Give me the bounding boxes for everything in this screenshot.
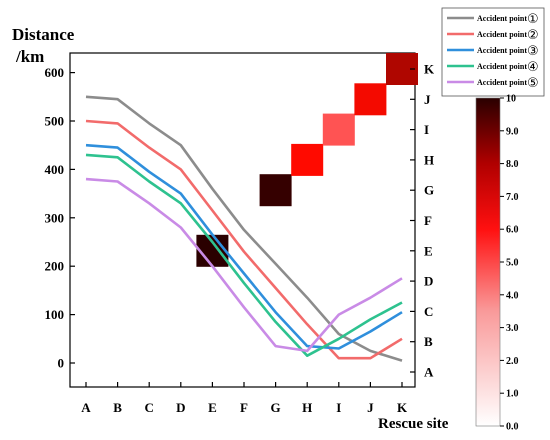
- y-tick-label-0: 0: [58, 356, 65, 371]
- right-tick-label-J: J: [424, 92, 431, 107]
- right-tick-label-G: G: [424, 183, 434, 198]
- legend-label-2: Accident point: [477, 30, 527, 39]
- y-axis-label-line1: Distance: [12, 25, 75, 44]
- legend-label-1: Accident point: [477, 14, 527, 23]
- x-tick-label-A: A: [81, 400, 91, 415]
- colorbar-tick-label-1: 1.0: [506, 389, 519, 400]
- y-tick-label-300: 300: [45, 210, 65, 225]
- colorbar-tick-label-6: 6.0: [506, 225, 519, 236]
- legend-marker-2: ②: [527, 28, 539, 43]
- x-tick-label-C: C: [145, 400, 154, 415]
- y-axis-label-line2: /km: [15, 47, 44, 66]
- x-tick-label-D: D: [176, 400, 185, 415]
- colorbar-tick-label-10: 10: [506, 94, 516, 105]
- legend-label-5: Accident point: [477, 78, 527, 87]
- series-line-3: [85, 143, 403, 350]
- colorbar-tick-label-9: 9.0: [506, 126, 519, 137]
- legend-marker-5: ⑤: [527, 76, 539, 91]
- y-tick-label-200: 200: [45, 259, 65, 274]
- right-tick-label-K: K: [424, 62, 435, 77]
- y-tick-label-500: 500: [45, 114, 65, 129]
- x-tick-label-J: J: [367, 400, 374, 415]
- right-tick-label-I: I: [424, 122, 429, 137]
- colorbar-tick-label-7: 7.0: [506, 192, 519, 203]
- y-tick-label-400: 400: [45, 162, 65, 177]
- heat-cell-2: [291, 143, 324, 176]
- right-tick-label-B: B: [424, 334, 433, 349]
- colorbar-tick-label-5: 5.0: [506, 258, 519, 269]
- legend-marker-4: ④: [527, 60, 539, 75]
- legend-label-3: Accident point: [477, 46, 527, 55]
- legend-label-4: Accident point: [477, 62, 527, 71]
- colorbar-tick-label-0: 0.0: [506, 422, 519, 433]
- x-tick-label-I: I: [336, 400, 341, 415]
- series-line-5: [85, 177, 403, 353]
- x-axis: A B C D E F G H I J K: [81, 382, 408, 415]
- left-y-axis: 0 100 200 300 400 500 600: [45, 65, 75, 371]
- x-tick-label-K: K: [397, 400, 408, 415]
- right-tick-label-D: D: [424, 274, 433, 289]
- heatmap-cells: [196, 53, 418, 267]
- right-tick-label-E: E: [424, 243, 433, 258]
- x-tick-label-G: G: [271, 400, 281, 415]
- x-axis-label: Rescue site: [378, 416, 449, 432]
- legend-marker-1: ①: [527, 12, 539, 27]
- colorbar-tick-label-8: 8.0: [506, 159, 519, 170]
- heat-cell-3: [322, 113, 355, 146]
- heat-cell-4: [354, 83, 387, 116]
- colorbar-tick-label-2: 2.0: [506, 356, 519, 367]
- legend-marker-3: ③: [527, 44, 539, 59]
- x-tick-label-B: B: [113, 400, 122, 415]
- x-tick-label-E: E: [208, 400, 217, 415]
- colorbar-tick-label-4: 4.0: [506, 290, 519, 301]
- right-tick-label-F: F: [424, 213, 432, 228]
- x-tick-label-F: F: [240, 400, 248, 415]
- colorbar: [475, 97, 501, 427]
- right-tick-label-C: C: [424, 304, 433, 319]
- right-tick-label-A: A: [424, 365, 434, 380]
- series-lines: [85, 95, 403, 362]
- series-line-4: [85, 153, 403, 358]
- y-tick-label-100: 100: [45, 307, 65, 322]
- right-tick-label-H: H: [424, 152, 434, 167]
- heat-cell-1: [259, 174, 292, 207]
- series-line-2: [85, 119, 403, 360]
- series-line-1: [85, 95, 403, 362]
- y-tick-label-600: 600: [45, 65, 65, 80]
- x-tick-label-H: H: [302, 400, 312, 415]
- colorbar-ticks: 0.0 1.0 2.0 3.0 4.0 5.0 6.0 7.0 8.0 9.0 10: [500, 94, 519, 433]
- colorbar-tick-label-3: 3.0: [506, 323, 519, 334]
